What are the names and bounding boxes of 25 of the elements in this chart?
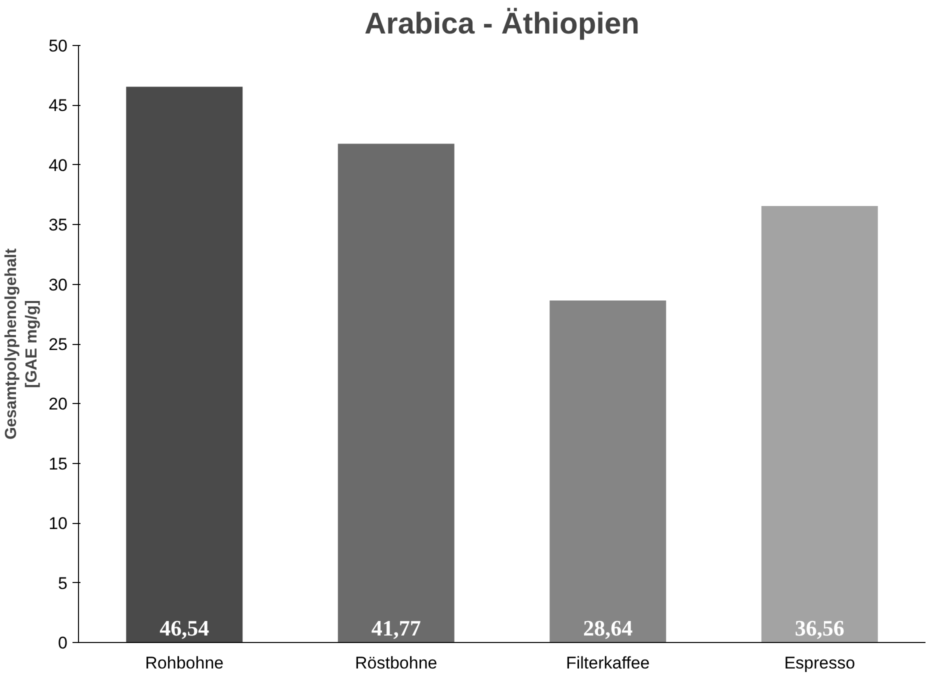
x-tick-label: Rohbohne: [145, 654, 224, 672]
bar: [761, 206, 878, 642]
y-tick-label: 40: [48, 156, 68, 175]
bar: [338, 144, 454, 642]
bar: [126, 86, 243, 642]
x-tick-label: Espresso: [784, 654, 856, 672]
x-tick-label: Röstbohne: [355, 654, 438, 672]
y-tick-label: 15: [48, 454, 68, 474]
data-label: 28,64: [583, 615, 633, 640]
data-label: 46,54: [160, 615, 210, 640]
data-label: 36,56: [794, 615, 844, 640]
x-tick-label: Filterkaffee: [566, 654, 650, 672]
y-tick-label: 10: [48, 514, 68, 534]
y-tick-label: 20: [48, 394, 68, 414]
data-label: 41,77: [371, 615, 421, 640]
y-tick-label: 0: [58, 634, 68, 652]
y-tick-label: 45: [48, 96, 68, 116]
y-tick-label: 50: [48, 36, 68, 56]
bar: [550, 300, 666, 642]
y-axis-title: Gesamtpolyphenolgehalt [GAE mg/g]: [3, 248, 41, 440]
y-tick-label: 5: [58, 574, 68, 593]
y-tick-label: 25: [48, 335, 68, 354]
y-tick-label: 35: [48, 216, 68, 235]
chart-title: Arabica - Äthiopien: [364, 8, 640, 40]
y-tick-label: 30: [48, 275, 68, 294]
